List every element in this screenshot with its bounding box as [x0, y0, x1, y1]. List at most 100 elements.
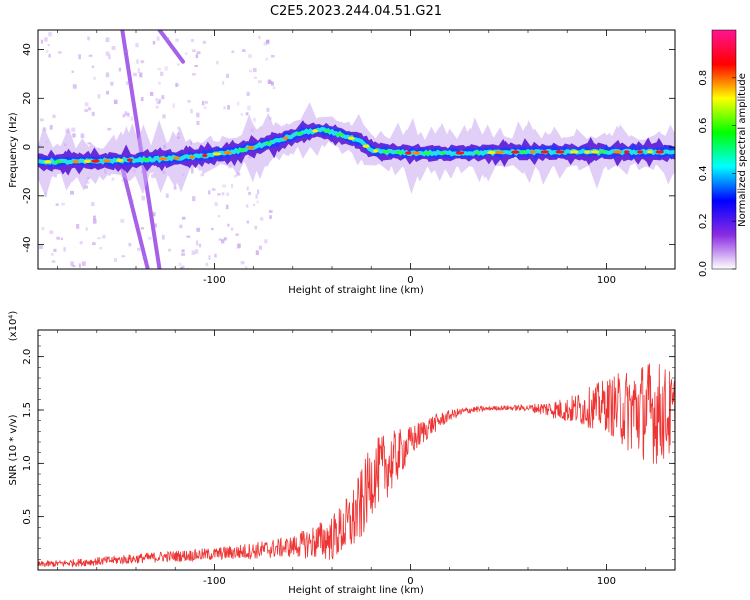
spectrogram-noise-pixel [126, 81, 130, 85]
spectrogram-noise-pixel [221, 192, 225, 196]
spectrogram-noise-pixel [153, 223, 158, 228]
spectrogram-noise-pixel [91, 65, 94, 68]
colorbar-tick-label: 0.0 [698, 261, 709, 277]
spectrogram-x-axis-label: Height of straight line (km) [288, 285, 424, 296]
ridge-peak-spot [91, 159, 100, 163]
spectrogram-noise-pixel [217, 215, 221, 218]
spectrogram-noise-pixel [181, 253, 186, 256]
spectrogram-frame [37, 29, 676, 270]
spectrogram-noise-pixel [258, 245, 262, 250]
spectrogram-noise-pixel [203, 106, 207, 109]
spectrogram-noise-pixel [152, 211, 156, 217]
ridge-peak-spot [43, 160, 52, 164]
ridge-peak-spot [624, 150, 630, 154]
spectrogram-noise-pixel [162, 114, 166, 119]
spectrogram-noise-pixel [205, 101, 208, 104]
spectrogram-noise-pixel [237, 243, 241, 249]
spectrogram-noise-pixel [149, 91, 154, 96]
snr-x-axis-label: Height of straight line (km) [288, 585, 424, 596]
spectrogram-noise-pixel [84, 108, 89, 113]
spectrogram-noise-pixel [254, 225, 258, 230]
spectrogram-noise-pixel [120, 218, 125, 223]
spectrogram-noise-pixel [41, 227, 45, 231]
spectrogram-noise-pixel [80, 133, 85, 139]
spectrogram-noise-pixel [162, 234, 165, 240]
spectrogram-noise-pixel [70, 261, 74, 267]
spectrogram-noise-pixel [216, 61, 219, 65]
spectrogram-noise-pixel [195, 249, 199, 254]
spectrogram-noise-pixel [78, 263, 81, 268]
ridge-peak-spot [202, 153, 208, 158]
spectrogram-noise-pixel [191, 73, 196, 76]
y-tick-label: 0.5 [22, 509, 33, 525]
spectrogram-noise-pixel [211, 227, 214, 231]
spectrogram-noise-pixel [260, 217, 264, 221]
ridge-peak-spot [173, 156, 180, 160]
spectrogram-noise-pixel [267, 79, 272, 85]
spectrogram-x-ticks: -100 0 100 [57, 30, 646, 286]
spectrogram-noise-pixel [181, 216, 186, 220]
spectrogram-noise-pixel [151, 173, 156, 179]
spectrogram-noise-pixel [245, 112, 249, 116]
spectrogram-noise-pixel [201, 100, 205, 106]
spectrogram-noise-pixel [48, 53, 51, 58]
spectrogram-noise-pixel [105, 37, 110, 43]
spectrogram-noise-pixel [164, 66, 168, 71]
spectrogram-noise-pixel [198, 243, 202, 248]
colorbar-tick-label: 0.6 [698, 118, 709, 134]
spectrogram-noise-pixel [124, 53, 128, 56]
y-tick-label: -40 [22, 236, 33, 252]
ridge-peak-spot [555, 150, 565, 154]
colorbar-tick-label: 0.8 [698, 70, 709, 86]
spectrogram-noise-pixel [51, 253, 54, 256]
spectrogram-noise-pixel [264, 239, 268, 244]
ridge-peak-spot [590, 150, 600, 154]
ridge-peak-spot [158, 157, 168, 161]
ridge-peak-spot [72, 160, 80, 164]
spectrogram-noise-pixel [257, 80, 262, 84]
spectrogram-noise-pixel [97, 237, 101, 240]
spectrogram-noise-pixel [227, 105, 230, 110]
spectrogram-noise-pixel [246, 186, 249, 191]
spectrogram-noise-pixel [175, 38, 179, 42]
y-tick-label: -20 [22, 188, 33, 204]
colorbar-tick-label: 0.2 [698, 213, 709, 229]
spectrogram-noise-pixel [140, 96, 144, 102]
spectrogram-noise-pixel [52, 114, 56, 118]
spectrogram-noise-pixel [92, 242, 96, 246]
spectrogram-noise-pixel [158, 82, 161, 85]
ridge-peak-spot [455, 151, 465, 155]
spectrogram-noise-pixel [81, 261, 86, 266]
spectrogram-noise-pixel [268, 80, 273, 84]
x-tick-label: 100 [597, 576, 616, 587]
spectrogram-noise-pixel [257, 189, 260, 195]
spectrogram-noise-pixel [101, 236, 106, 239]
spectrogram-noise-pixel [180, 266, 184, 269]
spectrogram-noise-pixel [46, 49, 49, 53]
y-tick-label: 1.5 [22, 402, 33, 418]
spectrogram-noise-pixel [192, 196, 196, 202]
ridge-peak-spot [312, 129, 318, 133]
ridge-peak-spot [282, 136, 289, 140]
spectrogram-noise-pixel [51, 260, 56, 263]
spectrogram-noise-pixel [190, 38, 195, 43]
colorbar-ticks: 0.0 0.2 0.4 0.6 0.8 [698, 70, 736, 277]
spectrogram-noise-pixel [157, 67, 161, 71]
spectrogram-noise-pixel [190, 108, 193, 114]
ridge-peak-spot [265, 141, 272, 145]
spectrogram-noise-pixel [132, 72, 137, 77]
spectrogram-noise-pixel [93, 215, 96, 220]
colorbar-tick-label: 0.4 [698, 165, 709, 181]
spectrogram-noise-pixel [272, 86, 276, 89]
x-tick-label: 100 [597, 275, 616, 286]
spectrogram-noise-pixel [177, 126, 181, 130]
spectrogram-noise-pixel [105, 51, 110, 56]
ridge-peak-spot [405, 151, 412, 155]
spectrogram-noise-pixel [223, 106, 226, 110]
spectrogram-noise-pixel [256, 200, 259, 204]
spectrogram-noise-pixel [175, 82, 178, 87]
snr-y-multiplier: (x10⁴) [8, 311, 19, 342]
spectrogram-noise-pixel [88, 54, 93, 57]
spectrogram-noise-pixel [140, 227, 144, 230]
spectrogram-noise-pixel [124, 111, 128, 116]
